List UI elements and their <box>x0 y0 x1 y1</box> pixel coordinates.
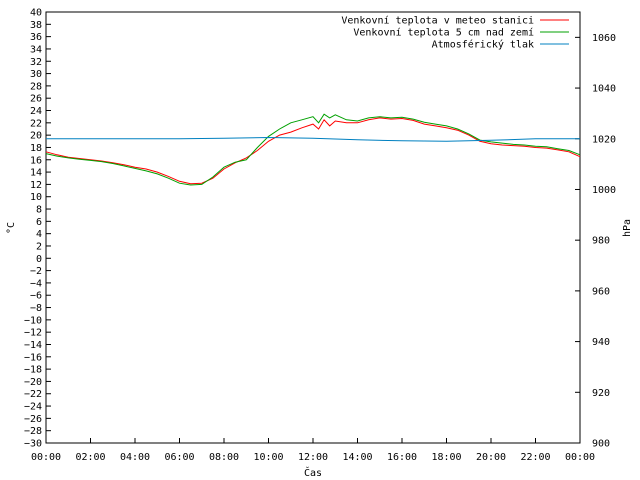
y-tick-label: −14 <box>24 340 42 351</box>
series-line-1 <box>45 117 581 185</box>
series-lines <box>45 113 581 186</box>
x-tick-label: 06:00 <box>164 452 194 463</box>
y-tick-label: −10 <box>24 315 42 326</box>
x-tick-label: 16:00 <box>387 452 417 463</box>
y-tick-label: 16 <box>30 155 42 166</box>
y-tick-label: 28 <box>30 81 42 92</box>
y-tick-label: 30 <box>30 69 42 80</box>
y-tick-label: 40 <box>30 8 42 19</box>
y2-tick-label: 920 <box>592 388 610 399</box>
x-tick-label: 12:00 <box>298 452 328 463</box>
y2-tick-label: 940 <box>592 337 610 348</box>
y-tick-label: 32 <box>30 57 42 68</box>
y2-tick-label: 980 <box>592 236 610 247</box>
y-tick-label: −12 <box>24 328 42 339</box>
x-tick-label: 08:00 <box>209 452 239 463</box>
y-tick-label: −16 <box>24 352 42 363</box>
y-tick-label: −4 <box>30 278 42 289</box>
plot-frame <box>45 11 581 444</box>
y-tick-label: 36 <box>30 32 42 43</box>
x-tick-label: 18:00 <box>431 452 461 463</box>
y-axis-label: °C <box>6 222 17 234</box>
y-tick-label: 24 <box>30 106 42 117</box>
y2-tick-label: 900 <box>592 439 610 450</box>
left-y-axis: 4038363432302826242220181614121086420−2−… <box>24 8 51 450</box>
y-tick-label: −8 <box>30 303 42 314</box>
legend: Venkovní teplota v meteo staniciVenkovní… <box>341 15 569 51</box>
y-tick-label: 26 <box>30 94 42 105</box>
y-tick-label: 20 <box>30 131 42 142</box>
x-tick-label: 14:00 <box>342 452 372 463</box>
y-tick-label: −18 <box>24 365 42 376</box>
x-axis-label: Čas <box>304 466 322 479</box>
legend-label: Venkovní teplota v meteo stanici <box>341 15 534 27</box>
y-tick-label: −20 <box>24 377 42 388</box>
y-tick-label: 38 <box>30 20 42 31</box>
y-tick-label: −6 <box>30 291 42 302</box>
series-line-3 <box>46 136 580 142</box>
y-tick-label: 14 <box>30 168 42 179</box>
y-tick-label: −28 <box>24 426 42 437</box>
y-tick-label: 22 <box>30 118 42 129</box>
legend-label: Venkovní teplota 5 cm nad zemí <box>353 27 534 39</box>
x-axis: 00:00 02:00 04:00 06:00 08:00 10:00 12:00 14:00… <box>31 438 595 463</box>
legend-label: Atmosférický tlak <box>432 39 534 51</box>
y-tick-label: 10 <box>30 192 42 203</box>
y2-tick-label: 1040 <box>592 84 616 95</box>
y-tick-label: 2 <box>36 241 42 252</box>
right-y-axis: 1060 1040 1020 1000 980 960 940 920 900 <box>575 33 616 450</box>
x-tick-label: 00:00 <box>565 452 595 463</box>
y-tick-label: 8 <box>36 205 42 216</box>
y2-tick-label: 1000 <box>592 185 616 196</box>
y2-axis-label: hPa <box>622 219 633 237</box>
y-tick-label: 34 <box>30 44 42 55</box>
y-tick-label: 6 <box>36 217 42 228</box>
y-tick-label: −30 <box>24 439 42 450</box>
x-tick-label: 10:00 <box>253 452 283 463</box>
y-tick-label: 18 <box>30 143 42 154</box>
y-tick-label: 12 <box>30 180 42 191</box>
y-tick-label: −26 <box>24 414 42 425</box>
y2-tick-label: 1020 <box>592 134 616 145</box>
x-tick-label: 22:00 <box>520 452 550 463</box>
y-tick-label: −2 <box>30 266 42 277</box>
x-tick-label: 04:00 <box>120 452 150 463</box>
x-tick-label: 20:00 <box>476 452 506 463</box>
y2-tick-label: 960 <box>592 286 610 297</box>
x-tick-label: 00:00 <box>31 452 61 463</box>
series-line-2 <box>45 113 581 186</box>
y2-tick-label: 1060 <box>592 33 616 44</box>
y-tick-label: −22 <box>24 389 42 400</box>
x-tick-label: 02:00 <box>75 452 105 463</box>
y-tick-label: −24 <box>24 402 42 413</box>
y-tick-label: 0 <box>36 254 42 265</box>
y-tick-label: 4 <box>36 229 42 240</box>
